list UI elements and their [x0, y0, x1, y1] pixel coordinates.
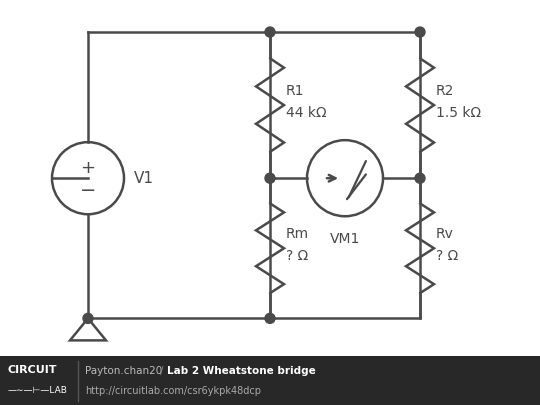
Text: Rv: Rv — [436, 227, 454, 241]
Text: V1: V1 — [134, 171, 154, 186]
Circle shape — [265, 313, 275, 323]
Text: 1.5 kΩ: 1.5 kΩ — [436, 106, 481, 120]
Text: ? Ω: ? Ω — [436, 249, 458, 263]
Text: −: − — [80, 181, 96, 200]
Text: +: + — [80, 159, 96, 177]
Text: CIRCUIT: CIRCUIT — [8, 365, 57, 375]
Text: Payton.chan20: Payton.chan20 — [85, 366, 162, 376]
Text: —∼—⊢—LAB: —∼—⊢—LAB — [8, 386, 68, 395]
Text: 44 kΩ: 44 kΩ — [286, 106, 327, 120]
Text: ? Ω: ? Ω — [286, 249, 308, 263]
Text: R1: R1 — [286, 84, 305, 98]
Text: Rm: Rm — [286, 227, 309, 241]
Circle shape — [265, 27, 275, 37]
Circle shape — [415, 27, 425, 37]
Text: R2: R2 — [436, 84, 454, 98]
Circle shape — [83, 313, 93, 323]
Circle shape — [415, 173, 425, 183]
Text: http://circuitlab.com/csr6ykpk48dcp: http://circuitlab.com/csr6ykpk48dcp — [85, 386, 261, 396]
Text: /: / — [160, 366, 167, 376]
Text: Lab 2 Wheatstone bridge: Lab 2 Wheatstone bridge — [167, 366, 316, 376]
Circle shape — [265, 173, 275, 183]
Text: VM1: VM1 — [330, 232, 360, 246]
